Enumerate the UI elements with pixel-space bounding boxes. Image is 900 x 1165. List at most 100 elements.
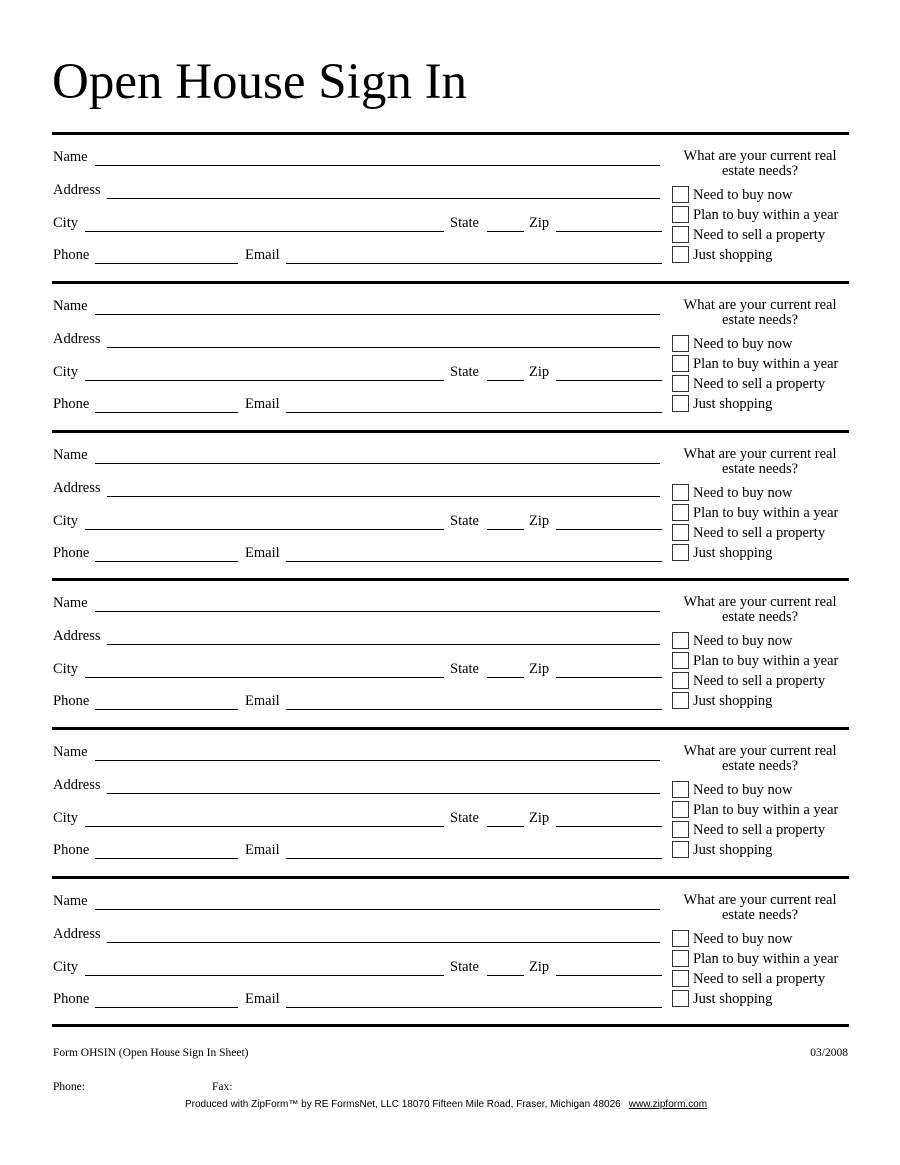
checkbox-label: Need to sell a property xyxy=(693,376,826,392)
checkbox-label: Just shopping xyxy=(693,396,773,412)
checkbox-label: Need to sell a property xyxy=(693,525,826,541)
checkbox-need-to-sell-a-property[interactable] xyxy=(672,524,689,541)
checkbox-need-to-buy-now[interactable] xyxy=(672,781,689,798)
zip-field[interactable] xyxy=(556,975,662,976)
zip-field[interactable] xyxy=(556,231,662,232)
zip-field[interactable] xyxy=(556,677,662,678)
checkbox-plan-to-buy-within-a-year[interactable] xyxy=(672,504,689,521)
phone-field[interactable] xyxy=(95,858,238,859)
needs-question: What are your current real estate needs? xyxy=(683,446,837,477)
checkbox-just-shopping[interactable] xyxy=(672,841,689,858)
state-label: State xyxy=(450,959,479,975)
name-field[interactable] xyxy=(95,611,660,612)
address-field[interactable] xyxy=(107,644,660,645)
state-field[interactable] xyxy=(487,529,524,530)
checkbox-plan-to-buy-within-a-year[interactable] xyxy=(672,801,689,818)
email-field[interactable] xyxy=(286,1007,662,1008)
phone-field[interactable] xyxy=(95,709,238,710)
checkbox-plan-to-buy-within-a-year[interactable] xyxy=(672,355,689,372)
state-field[interactable] xyxy=(487,380,524,381)
zip-label: Zip xyxy=(529,513,550,529)
needs-question: What are your current real estate needs? xyxy=(683,892,837,923)
email-label: Email xyxy=(245,693,280,709)
sign-in-entry: Name Address City State Zip Phone Email What ar… xyxy=(0,431,900,579)
city-label: City xyxy=(53,959,78,975)
zip-field[interactable] xyxy=(556,529,662,530)
checkbox-need-to-buy-now[interactable] xyxy=(672,632,689,649)
zipform-link[interactable]: www.zipform.com xyxy=(628,1099,708,1110)
zip-field[interactable] xyxy=(556,826,662,827)
address-field[interactable] xyxy=(107,347,660,348)
name-field[interactable] xyxy=(95,909,660,910)
form-name: Form OHSIN (Open House Sign In Sheet) xyxy=(53,1047,249,1059)
city-field[interactable] xyxy=(85,975,444,976)
address-field[interactable] xyxy=(107,496,660,497)
checkbox-label: Just shopping xyxy=(693,545,773,561)
name-field[interactable] xyxy=(95,463,660,464)
checkbox-need-to-sell-a-property[interactable] xyxy=(672,226,689,243)
checkbox-just-shopping[interactable] xyxy=(672,544,689,561)
checkbox-label: Plan to buy within a year xyxy=(693,356,839,372)
email-label: Email xyxy=(245,396,280,412)
checkbox-just-shopping[interactable] xyxy=(672,990,689,1007)
address-label: Address xyxy=(53,331,101,347)
section-divider xyxy=(52,727,849,730)
address-field[interactable] xyxy=(107,942,660,943)
email-field[interactable] xyxy=(286,263,662,264)
phone-label: Phone xyxy=(53,247,90,263)
checkbox-label: Need to sell a property xyxy=(693,673,826,689)
state-field[interactable] xyxy=(487,231,524,232)
phone-field[interactable] xyxy=(95,412,238,413)
zip-field[interactable] xyxy=(556,380,662,381)
section-divider xyxy=(52,430,849,433)
sign-in-entry: Name Address City State Zip Phone Email What ar… xyxy=(0,282,900,430)
checkbox-need-to-buy-now[interactable] xyxy=(672,484,689,501)
checkbox-just-shopping[interactable] xyxy=(672,395,689,412)
phone-field[interactable] xyxy=(95,561,238,562)
city-field[interactable] xyxy=(85,380,444,381)
checkbox-need-to-sell-a-property[interactable] xyxy=(672,672,689,689)
phone-field[interactable] xyxy=(95,1007,238,1008)
city-field[interactable] xyxy=(85,231,444,232)
city-label: City xyxy=(53,810,78,826)
city-field[interactable] xyxy=(85,529,444,530)
checkbox-need-to-buy-now[interactable] xyxy=(672,335,689,352)
checkbox-need-to-buy-now[interactable] xyxy=(672,930,689,947)
address-label: Address xyxy=(53,777,101,793)
state-field[interactable] xyxy=(487,826,524,827)
checkbox-just-shopping[interactable] xyxy=(672,692,689,709)
name-field[interactable] xyxy=(95,165,660,166)
zip-label: Zip xyxy=(529,959,550,975)
checkbox-plan-to-buy-within-a-year[interactable] xyxy=(672,950,689,967)
email-field[interactable] xyxy=(286,412,662,413)
checkbox-label: Just shopping xyxy=(693,991,773,1007)
checkbox-need-to-buy-now[interactable] xyxy=(672,186,689,203)
email-field[interactable] xyxy=(286,561,662,562)
phone-field[interactable] xyxy=(95,263,238,264)
email-field[interactable] xyxy=(286,709,662,710)
name-field[interactable] xyxy=(95,314,660,315)
name-label: Name xyxy=(53,893,88,909)
email-field[interactable] xyxy=(286,858,662,859)
checkbox-label: Plan to buy within a year xyxy=(693,207,839,223)
checkbox-just-shopping[interactable] xyxy=(672,246,689,263)
state-field[interactable] xyxy=(487,677,524,678)
checkbox-plan-to-buy-within-a-year[interactable] xyxy=(672,206,689,223)
city-field[interactable] xyxy=(85,677,444,678)
checkbox-plan-to-buy-within-a-year[interactable] xyxy=(672,652,689,669)
form-date: 03/2008 xyxy=(810,1047,848,1059)
address-label: Address xyxy=(53,182,101,198)
checkbox-need-to-sell-a-property[interactable] xyxy=(672,970,689,987)
state-label: State xyxy=(450,513,479,529)
phone-label: Phone xyxy=(53,842,90,858)
address-field[interactable] xyxy=(107,198,660,199)
city-field[interactable] xyxy=(85,826,444,827)
checkbox-label: Need to buy now xyxy=(693,931,793,947)
checkbox-need-to-sell-a-property[interactable] xyxy=(672,375,689,392)
checkbox-need-to-sell-a-property[interactable] xyxy=(672,821,689,838)
name-field[interactable] xyxy=(95,760,660,761)
state-field[interactable] xyxy=(487,975,524,976)
address-field[interactable] xyxy=(107,793,660,794)
name-label: Name xyxy=(53,595,88,611)
